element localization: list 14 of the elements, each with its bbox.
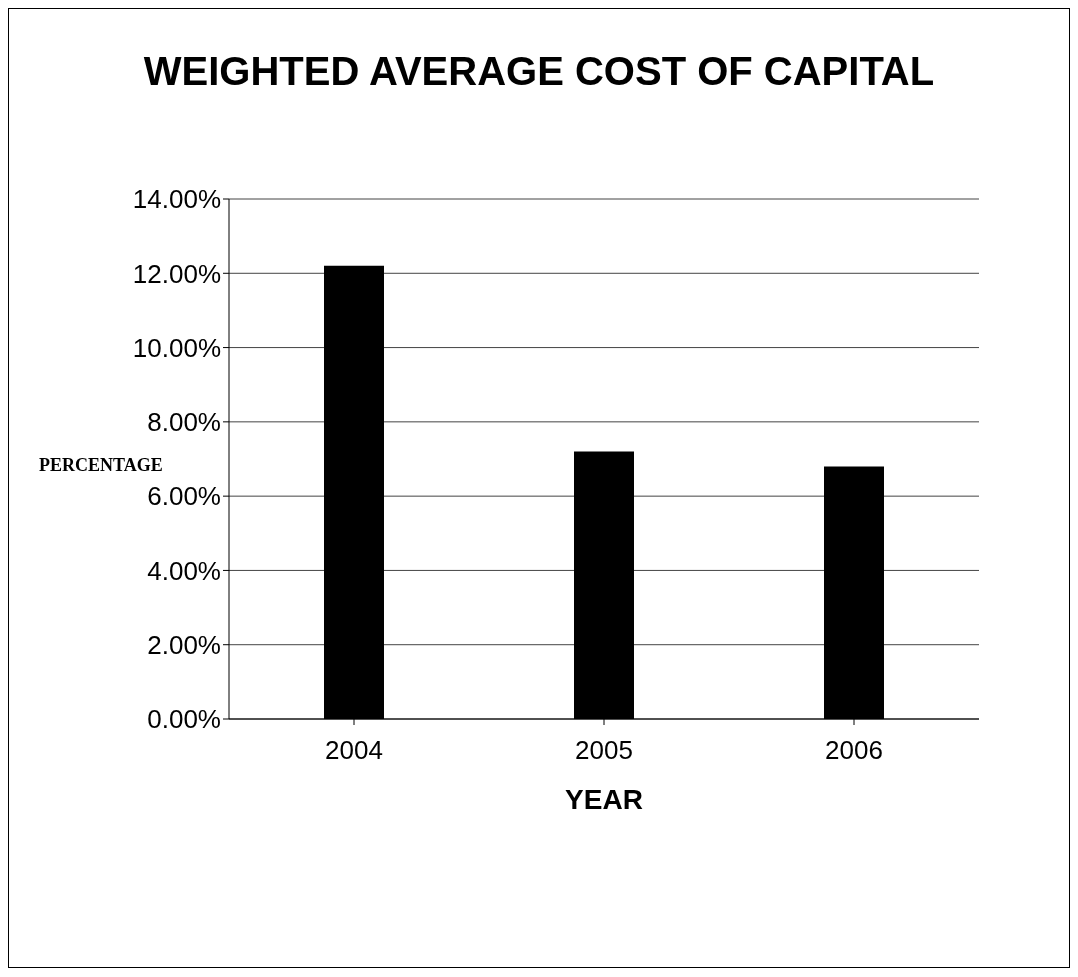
y-tick-label: 10.00% [132,332,221,363]
y-tick-label: 8.00% [147,407,221,438]
chart-title: WEIGHTED AVERAGE COST OF CAPITAL [142,49,936,94]
y-tick-label: 14.00% [132,184,221,215]
y-tick-label: 4.00% [147,555,221,586]
y-tick-label: 12.00% [132,258,221,289]
x-tick-label: 2006 [825,735,883,766]
y-tick-label: 6.00% [147,481,221,512]
y-tick-label: 0.00% [147,704,221,735]
y-axis-title: PERCENTAGE [39,455,163,476]
x-axis-title: YEAR [565,784,643,815]
x-tick-label: 2004 [325,735,383,766]
y-tick-label: 2.00% [147,629,221,660]
x-tick-label: 2005 [575,735,633,766]
